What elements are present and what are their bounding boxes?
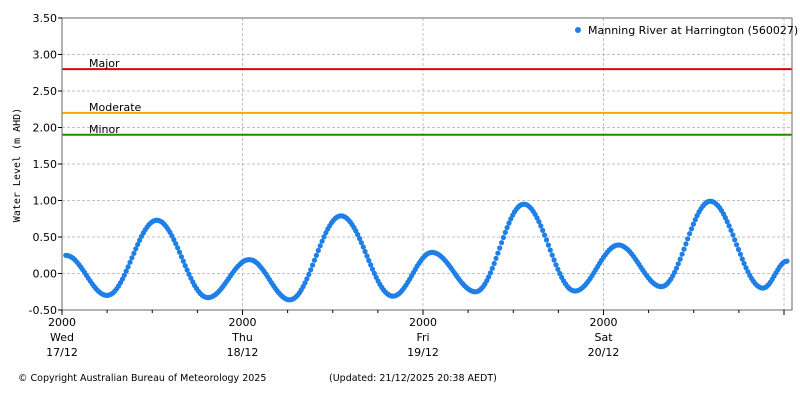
flood-thresholds: Major Moderate Minor	[62, 57, 792, 136]
y-tick-label: 2.50	[33, 85, 58, 98]
y-tick-label: 3.00	[33, 49, 58, 62]
x-tick-label: 2000	[590, 316, 618, 329]
y-axis-label: Water Level (m AHD)	[12, 108, 23, 222]
y-tick-label: 3.50	[33, 12, 58, 25]
legend: Manning River at Harrington (560027)	[575, 24, 798, 37]
legend-marker-icon	[575, 27, 581, 33]
y-axis: 3.50 3.00 2.50 2.00 1.50 1.00 0.50 0.00 -0.50	[29, 12, 62, 317]
x-tick-label: 2000	[409, 316, 437, 329]
legend-label: Manning River at Harrington (560027)	[588, 24, 798, 37]
threshold-label-moderate: Moderate	[89, 101, 142, 114]
y-tick-label: 0.50	[33, 231, 58, 244]
y-tick-label: 1.00	[33, 195, 58, 208]
x-axis: 2000 Wed 17/12 2000 Thu 18/12 2000 Fri 19/12 2000…	[46, 310, 785, 359]
copyright-text: © Copyright Australian Bureau of Meteoro…	[18, 373, 267, 384]
data-series	[63, 198, 790, 303]
x-tick-label: Thu	[231, 331, 253, 344]
y-tick-label: 2.00	[33, 122, 58, 135]
y-tick-label: 1.50	[33, 158, 58, 171]
x-tick-label: Sat	[594, 331, 613, 344]
threshold-label-major: Major	[89, 57, 120, 70]
x-tick-label: 19/12	[407, 346, 439, 359]
y-tick-label: 0.00	[33, 268, 58, 281]
x-tick-label: Fri	[416, 331, 429, 344]
grid-lines	[62, 17, 792, 311]
x-tick-label: 17/12	[46, 346, 78, 359]
x-tick-label: 2000	[48, 316, 76, 329]
x-tick-label: 18/12	[227, 346, 259, 359]
threshold-label-minor: Minor	[89, 123, 120, 136]
y-tick-label: -0.50	[29, 304, 57, 317]
updated-timestamp: (Updated: 21/12/2025 20:38 AEDT)	[329, 373, 497, 384]
x-tick-label: Wed	[50, 331, 74, 344]
x-tick-label: 2000	[229, 316, 257, 329]
x-tick-label: 20/12	[588, 346, 620, 359]
